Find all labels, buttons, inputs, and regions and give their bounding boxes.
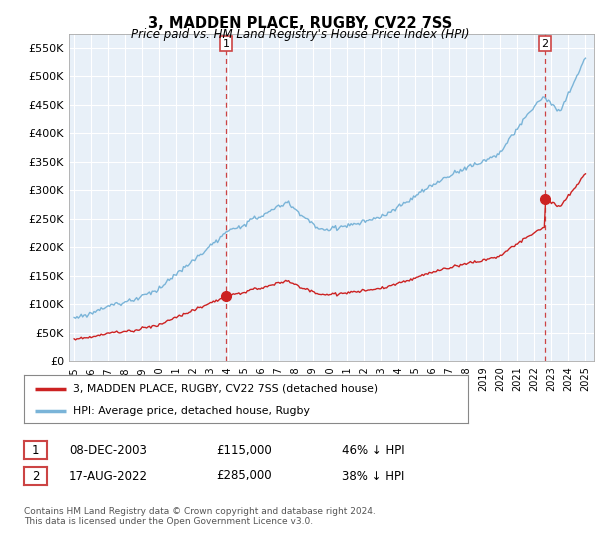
Text: 1: 1 xyxy=(223,39,230,49)
Text: 2: 2 xyxy=(32,469,39,483)
Text: 3, MADDEN PLACE, RUGBY, CV22 7SS: 3, MADDEN PLACE, RUGBY, CV22 7SS xyxy=(148,16,452,31)
Text: 38% ↓ HPI: 38% ↓ HPI xyxy=(342,469,404,483)
Text: 2: 2 xyxy=(541,39,548,49)
Text: HPI: Average price, detached house, Rugby: HPI: Average price, detached house, Rugb… xyxy=(73,406,310,416)
Text: 46% ↓ HPI: 46% ↓ HPI xyxy=(342,444,404,457)
Text: 3, MADDEN PLACE, RUGBY, CV22 7SS (detached house): 3, MADDEN PLACE, RUGBY, CV22 7SS (detach… xyxy=(73,384,378,394)
Text: £285,000: £285,000 xyxy=(216,469,272,483)
Text: Contains HM Land Registry data © Crown copyright and database right 2024.
This d: Contains HM Land Registry data © Crown c… xyxy=(24,507,376,526)
Text: £115,000: £115,000 xyxy=(216,444,272,457)
Text: Price paid vs. HM Land Registry's House Price Index (HPI): Price paid vs. HM Land Registry's House … xyxy=(131,28,469,41)
Text: 17-AUG-2022: 17-AUG-2022 xyxy=(69,469,148,483)
Text: 1: 1 xyxy=(32,444,39,457)
Text: 08-DEC-2003: 08-DEC-2003 xyxy=(69,444,147,457)
